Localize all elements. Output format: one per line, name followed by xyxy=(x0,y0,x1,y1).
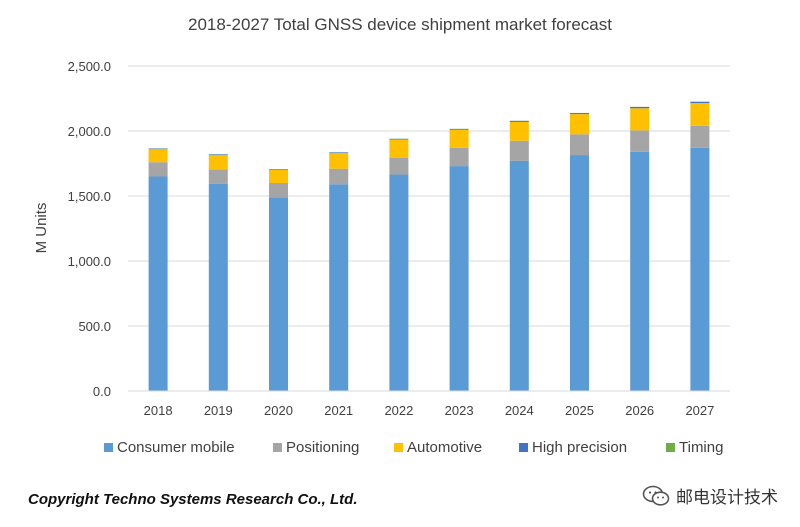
bar-automotive-2027 xyxy=(690,103,710,126)
bar-consumer-mobile-2026 xyxy=(630,151,650,391)
legend-entry: Consumer mobile xyxy=(117,439,235,456)
bar-automotive-2025 xyxy=(570,114,589,135)
bar-positioning-2021 xyxy=(329,168,349,185)
bar-automotive-2018 xyxy=(148,149,168,163)
legend-entry: Automotive xyxy=(407,439,482,456)
legend-entry: High precision xyxy=(532,439,627,456)
x-axis-ticks: 2018 2019 2020 2021 2022 2023 2024 2025 2026 2027 xyxy=(144,403,715,418)
x-tick-label: 2025 xyxy=(565,403,594,418)
y-tick-label: 1,500.0 xyxy=(68,189,111,204)
bar-high-precision-2018 xyxy=(148,148,168,150)
x-tick-label: 2024 xyxy=(505,403,534,418)
x-tick-label: 2018 xyxy=(144,403,173,418)
bar-automotive-2023 xyxy=(449,129,469,148)
copyright-note: Copyright Techno Systems Research Co., L… xyxy=(28,491,358,508)
chart-title: 2018-2027 Total GNSS device shipment mar… xyxy=(188,15,612,34)
bar-positioning-2022 xyxy=(389,157,409,175)
bar-high-precision-2027 xyxy=(690,101,710,104)
y-axis-label: M Units xyxy=(33,203,50,254)
x-tick-label: 2023 xyxy=(445,403,474,418)
x-tick-label: 2026 xyxy=(625,403,654,418)
bar-consumer-mobile-2022 xyxy=(389,174,409,391)
bar-positioning-2027 xyxy=(690,125,710,148)
bar-high-precision-2024 xyxy=(509,120,529,122)
y-tick-label: 2,500.0 xyxy=(68,59,111,74)
bar-positioning-2025 xyxy=(570,134,589,156)
bar-positioning-2018 xyxy=(148,162,168,177)
bar-high-precision-2020 xyxy=(269,169,288,170)
x-tick-label: 2021 xyxy=(324,403,353,418)
bar-automotive-2019 xyxy=(208,155,228,170)
bar-positioning-2026 xyxy=(630,130,650,152)
bar-positioning-2024 xyxy=(509,140,529,161)
bar-consumer-mobile-2020 xyxy=(269,197,288,391)
gridlines xyxy=(128,65,730,327)
legend-swatch xyxy=(666,443,675,452)
bar-high-precision-2025 xyxy=(570,113,589,115)
bars xyxy=(148,101,710,391)
x-tick-label: 2022 xyxy=(384,403,413,418)
bar-automotive-2022 xyxy=(389,139,409,158)
bar-positioning-2020 xyxy=(269,183,288,198)
x-tick-label: 2019 xyxy=(204,403,233,418)
watermark: 邮电设计技术 xyxy=(642,483,778,508)
y-tick-label: 1,000.0 xyxy=(68,254,111,269)
bar-high-precision-2022 xyxy=(389,138,409,140)
bar-automotive-2020 xyxy=(269,170,288,183)
bar-consumer-mobile-2023 xyxy=(449,166,469,391)
bar-positioning-2019 xyxy=(208,169,228,184)
bar-automotive-2021 xyxy=(329,153,349,169)
bar-automotive-2026 xyxy=(630,108,650,131)
watermark-text: 邮电设计技术 xyxy=(676,488,778,508)
bar-high-precision-2021 xyxy=(329,152,349,154)
legend: Consumer mobile Positioning Automotive High… xyxy=(104,439,723,456)
y-axis-ticks: 0.0 500.0 1,000.0 1,500.0 2,000.0 2,500.0 xyxy=(68,59,111,399)
bar-high-precision-2026 xyxy=(630,106,650,109)
bar-consumer-mobile-2021 xyxy=(329,184,349,391)
bar-high-precision-2019 xyxy=(208,154,228,156)
legend-swatch xyxy=(394,443,403,452)
bar-positioning-2023 xyxy=(449,147,469,167)
bar-consumer-mobile-2024 xyxy=(509,160,529,391)
bar-consumer-mobile-2025 xyxy=(570,155,589,391)
legend-entry: Positioning xyxy=(286,439,359,456)
bar-high-precision-2023 xyxy=(449,128,469,130)
bar-consumer-mobile-2027 xyxy=(690,147,710,391)
wechat-icon xyxy=(642,485,670,506)
x-tick-label: 2027 xyxy=(685,403,714,418)
bar-automotive-2024 xyxy=(509,121,529,141)
bar-consumer-mobile-2018 xyxy=(148,176,168,391)
legend-swatch xyxy=(104,443,113,452)
bar-consumer-mobile-2019 xyxy=(208,183,228,391)
legend-swatch xyxy=(273,443,282,452)
legend-swatch xyxy=(519,443,528,452)
y-tick-label: 0.0 xyxy=(93,384,111,399)
y-tick-label: 500.0 xyxy=(78,319,111,334)
x-tick-label: 2020 xyxy=(264,403,293,418)
y-tick-label: 2,000.0 xyxy=(68,124,111,139)
legend-entry: Timing xyxy=(679,439,723,456)
